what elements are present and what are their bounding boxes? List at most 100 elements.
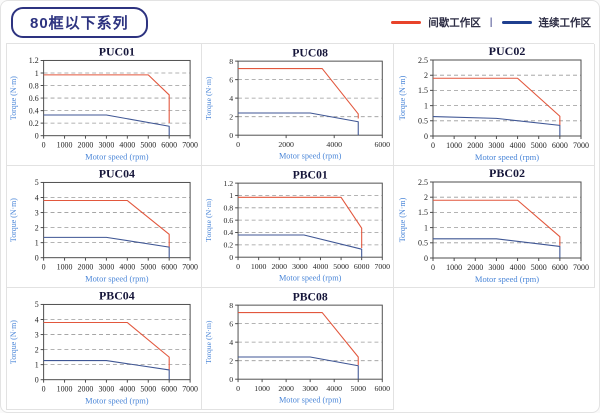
y-tick-label: 8 <box>229 57 233 66</box>
x-tick-label: 5000 <box>350 384 366 393</box>
intermittent-line <box>238 312 359 366</box>
plot-box <box>432 181 582 259</box>
empty-cell <box>394 288 595 410</box>
x-tick-label: 4000 <box>326 140 342 149</box>
y-tick-label: 8 <box>229 301 233 310</box>
y-tick-label: 2 <box>35 223 39 232</box>
x-axis-label: Motor speed (rpm) <box>85 152 149 161</box>
y-axis-label: Torque (N·m) <box>9 198 18 242</box>
y-tick-label: 5 <box>35 300 39 309</box>
chart-grid: PUC01 0 1000 2000 3000 4000 5000 6000 7000 0 0.2 0.… <box>6 43 595 410</box>
x-tick-label: 0 <box>236 262 240 271</box>
y-tick-label: 0.4 <box>29 106 39 115</box>
y-tick-label: 4 <box>35 315 39 324</box>
y-tick-label: 2 <box>424 193 428 202</box>
chart-title: PBC04 <box>99 289 135 303</box>
y-tick-label: 0 <box>229 253 233 262</box>
chart-PBC04: PBC04 0 1000 2000 3000 4000 5000 6000 7000 0 1 2 3 4 5… <box>9 289 198 406</box>
intermittent-line <box>43 321 170 370</box>
y-tick-label: 0 <box>35 253 39 262</box>
x-tick-label: 2000 <box>467 141 483 150</box>
y-axis-label: Torque (N·m) <box>398 197 407 242</box>
chart-title: PBC02 <box>489 166 525 180</box>
x-tick-label: 2000 <box>271 262 287 271</box>
x-tick-label: 5000 <box>140 263 156 272</box>
x-tick-label: 7000 <box>573 263 589 272</box>
continuous-line <box>43 114 170 136</box>
x-tick-label: 7000 <box>182 385 198 394</box>
x-tick-label: 0 <box>431 263 435 272</box>
continuous-line <box>433 238 561 258</box>
x-tick-label: 4000 <box>510 141 526 150</box>
x-tick-label: 0 <box>236 384 240 393</box>
y-tick-label: 2.5 <box>418 56 428 65</box>
y-tick-label: 1 <box>35 69 39 78</box>
continuous-line <box>238 356 359 380</box>
chart-cell-PUC04: PUC04 0 1000 2000 3000 4000 5000 6000 7000 0 1 2 3 4 5… <box>7 166 202 288</box>
intermittent-line <box>43 74 170 124</box>
x-axis-label: Motor speed (rpm) <box>279 396 342 405</box>
y-tick-label: 0.5 <box>418 239 428 248</box>
x-tick-label: 5000 <box>531 263 547 272</box>
x-tick-label: 2000 <box>467 263 483 272</box>
y-tick-label: 1 <box>229 191 233 200</box>
chart-title: PUC08 <box>292 46 328 59</box>
x-tick-label: 3000 <box>98 385 114 394</box>
y-tick-label: 1 <box>424 101 428 110</box>
x-tick-label: 2000 <box>78 385 94 394</box>
x-tick-label: 0 <box>42 385 46 394</box>
x-tick-label: 6000 <box>354 262 370 271</box>
y-tick-label: 6 <box>229 75 233 84</box>
chart-cell-PUC02: PUC02 0 1000 2000 3000 4000 5000 6000 7000 0 0.5 1 1… <box>394 44 595 166</box>
y-tick-label: 0 <box>35 131 39 140</box>
x-tick-label: 5000 <box>140 385 156 394</box>
y-tick-label: 1.2 <box>29 56 39 65</box>
x-tick-label: 6000 <box>552 141 568 150</box>
y-tick-label: 4 <box>229 94 233 103</box>
x-axis-label: Motor speed (rpm) <box>475 152 539 162</box>
x-tick-label: 6000 <box>161 385 177 394</box>
y-tick-label: 0.8 <box>29 81 39 90</box>
intermittent-line <box>238 68 359 119</box>
y-tick-label: 0 <box>424 254 428 263</box>
x-tick-label: 2000 <box>278 140 294 149</box>
y-tick-label: 1.5 <box>418 86 428 95</box>
intermittent-line <box>238 196 363 248</box>
intermittent-line <box>433 77 561 126</box>
y-axis-label: Torque (N·m) <box>9 320 18 364</box>
x-tick-label: 7000 <box>374 262 390 271</box>
x-tick-label: 1000 <box>57 263 73 272</box>
y-tick-label: 2 <box>424 71 428 80</box>
x-tick-label: 6000 <box>374 384 390 393</box>
y-tick-label: 0.6 <box>223 216 233 225</box>
x-tick-label: 2000 <box>78 141 94 150</box>
x-tick-label: 6000 <box>552 263 568 272</box>
x-tick-label: 1000 <box>254 384 270 393</box>
x-tick-label: 5000 <box>140 141 156 150</box>
y-tick-label: 6 <box>229 319 233 328</box>
series-title-badge: 80框以下系列 <box>11 6 148 38</box>
y-tick-label: 0.6 <box>29 94 39 103</box>
plot-box <box>432 59 582 137</box>
continuous-line <box>43 236 170 258</box>
y-axis-label: Torque (N·m) <box>204 76 213 120</box>
chart-PUC08: PUC08 0 2000 4000 6000 0 2 4 6 8 Motor speed (rpm)… <box>204 46 390 160</box>
chart-cell-PBC04: PBC04 0 1000 2000 3000 4000 5000 6000 7000 0 1 2 3 4 5… <box>7 288 202 410</box>
chart-PUC02: PUC02 0 1000 2000 3000 4000 5000 6000 7000 0 0.5 1 1… <box>398 44 589 162</box>
plot-box <box>43 181 191 259</box>
x-tick-label: 4000 <box>119 385 135 394</box>
chart-cell-PBC08: PBC08 0 1000 2000 3000 4000 5000 6000 0 2 4 6 8 Motor… <box>202 288 394 410</box>
y-tick-label: 1 <box>35 238 39 247</box>
chart-cell-PUC01: PUC01 0 1000 2000 3000 4000 5000 6000 7000 0 0.2 0.… <box>7 44 202 166</box>
y-tick-label: 1.2 <box>223 179 233 188</box>
continuous-line <box>43 360 170 380</box>
chart-PBC08: PBC08 0 1000 2000 3000 4000 5000 6000 0 2 4 6 8 Motor… <box>204 290 390 405</box>
y-tick-label: 2 <box>35 345 39 354</box>
x-tick-label: 2000 <box>78 263 94 272</box>
intermittent-line <box>43 199 170 248</box>
y-tick-label: 0.5 <box>418 117 428 126</box>
x-tick-label: 4000 <box>510 263 526 272</box>
chart-title: PUC02 <box>489 44 526 58</box>
x-tick-label: 3000 <box>98 141 114 150</box>
